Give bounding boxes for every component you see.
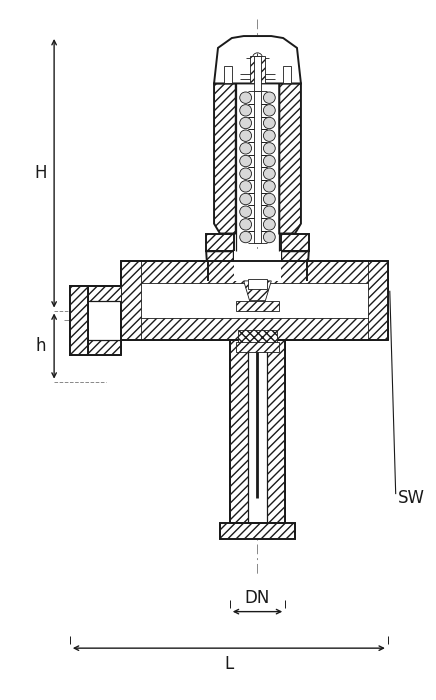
Ellipse shape xyxy=(240,206,252,218)
Bar xyxy=(254,91,262,244)
Polygon shape xyxy=(214,83,236,234)
Bar xyxy=(230,340,285,523)
Bar xyxy=(236,342,279,352)
Bar xyxy=(121,261,141,340)
Ellipse shape xyxy=(263,231,275,243)
Bar xyxy=(230,340,248,523)
Polygon shape xyxy=(281,251,309,281)
Text: h: h xyxy=(35,337,45,355)
Ellipse shape xyxy=(263,168,275,179)
Ellipse shape xyxy=(263,130,275,141)
Polygon shape xyxy=(88,340,121,355)
Ellipse shape xyxy=(263,104,275,116)
Bar xyxy=(70,286,121,355)
Ellipse shape xyxy=(263,118,275,129)
Ellipse shape xyxy=(263,193,275,204)
Ellipse shape xyxy=(263,92,275,104)
Bar xyxy=(220,523,295,538)
Text: H: H xyxy=(34,164,47,182)
Text: SW: SW xyxy=(398,489,425,507)
Ellipse shape xyxy=(240,143,252,154)
Bar xyxy=(236,300,279,311)
Bar xyxy=(121,261,388,340)
Polygon shape xyxy=(206,251,234,281)
Ellipse shape xyxy=(263,206,275,218)
Polygon shape xyxy=(206,234,234,251)
Ellipse shape xyxy=(240,104,252,116)
Bar xyxy=(121,261,388,283)
Bar xyxy=(248,279,267,289)
Ellipse shape xyxy=(240,155,252,167)
Text: L: L xyxy=(224,655,234,673)
Polygon shape xyxy=(279,83,301,234)
Bar xyxy=(368,261,388,340)
Ellipse shape xyxy=(240,218,252,230)
Ellipse shape xyxy=(240,231,252,243)
Bar xyxy=(121,318,388,340)
Ellipse shape xyxy=(240,92,252,104)
Ellipse shape xyxy=(263,181,275,192)
Polygon shape xyxy=(214,36,301,83)
Bar xyxy=(224,66,232,83)
Ellipse shape xyxy=(240,130,252,141)
Bar xyxy=(70,286,88,355)
Polygon shape xyxy=(88,286,121,300)
Ellipse shape xyxy=(263,218,275,230)
Ellipse shape xyxy=(240,168,252,179)
Bar xyxy=(254,56,262,91)
Ellipse shape xyxy=(240,118,252,129)
Text: DN: DN xyxy=(245,589,270,607)
Bar xyxy=(283,66,291,83)
Ellipse shape xyxy=(263,155,275,167)
Ellipse shape xyxy=(263,143,275,154)
Ellipse shape xyxy=(240,193,252,204)
Polygon shape xyxy=(281,234,309,251)
Bar xyxy=(267,340,285,523)
Bar xyxy=(249,56,266,83)
Ellipse shape xyxy=(240,181,252,192)
Bar xyxy=(234,251,281,281)
Polygon shape xyxy=(244,281,271,300)
Bar xyxy=(238,330,277,348)
Circle shape xyxy=(252,52,262,63)
